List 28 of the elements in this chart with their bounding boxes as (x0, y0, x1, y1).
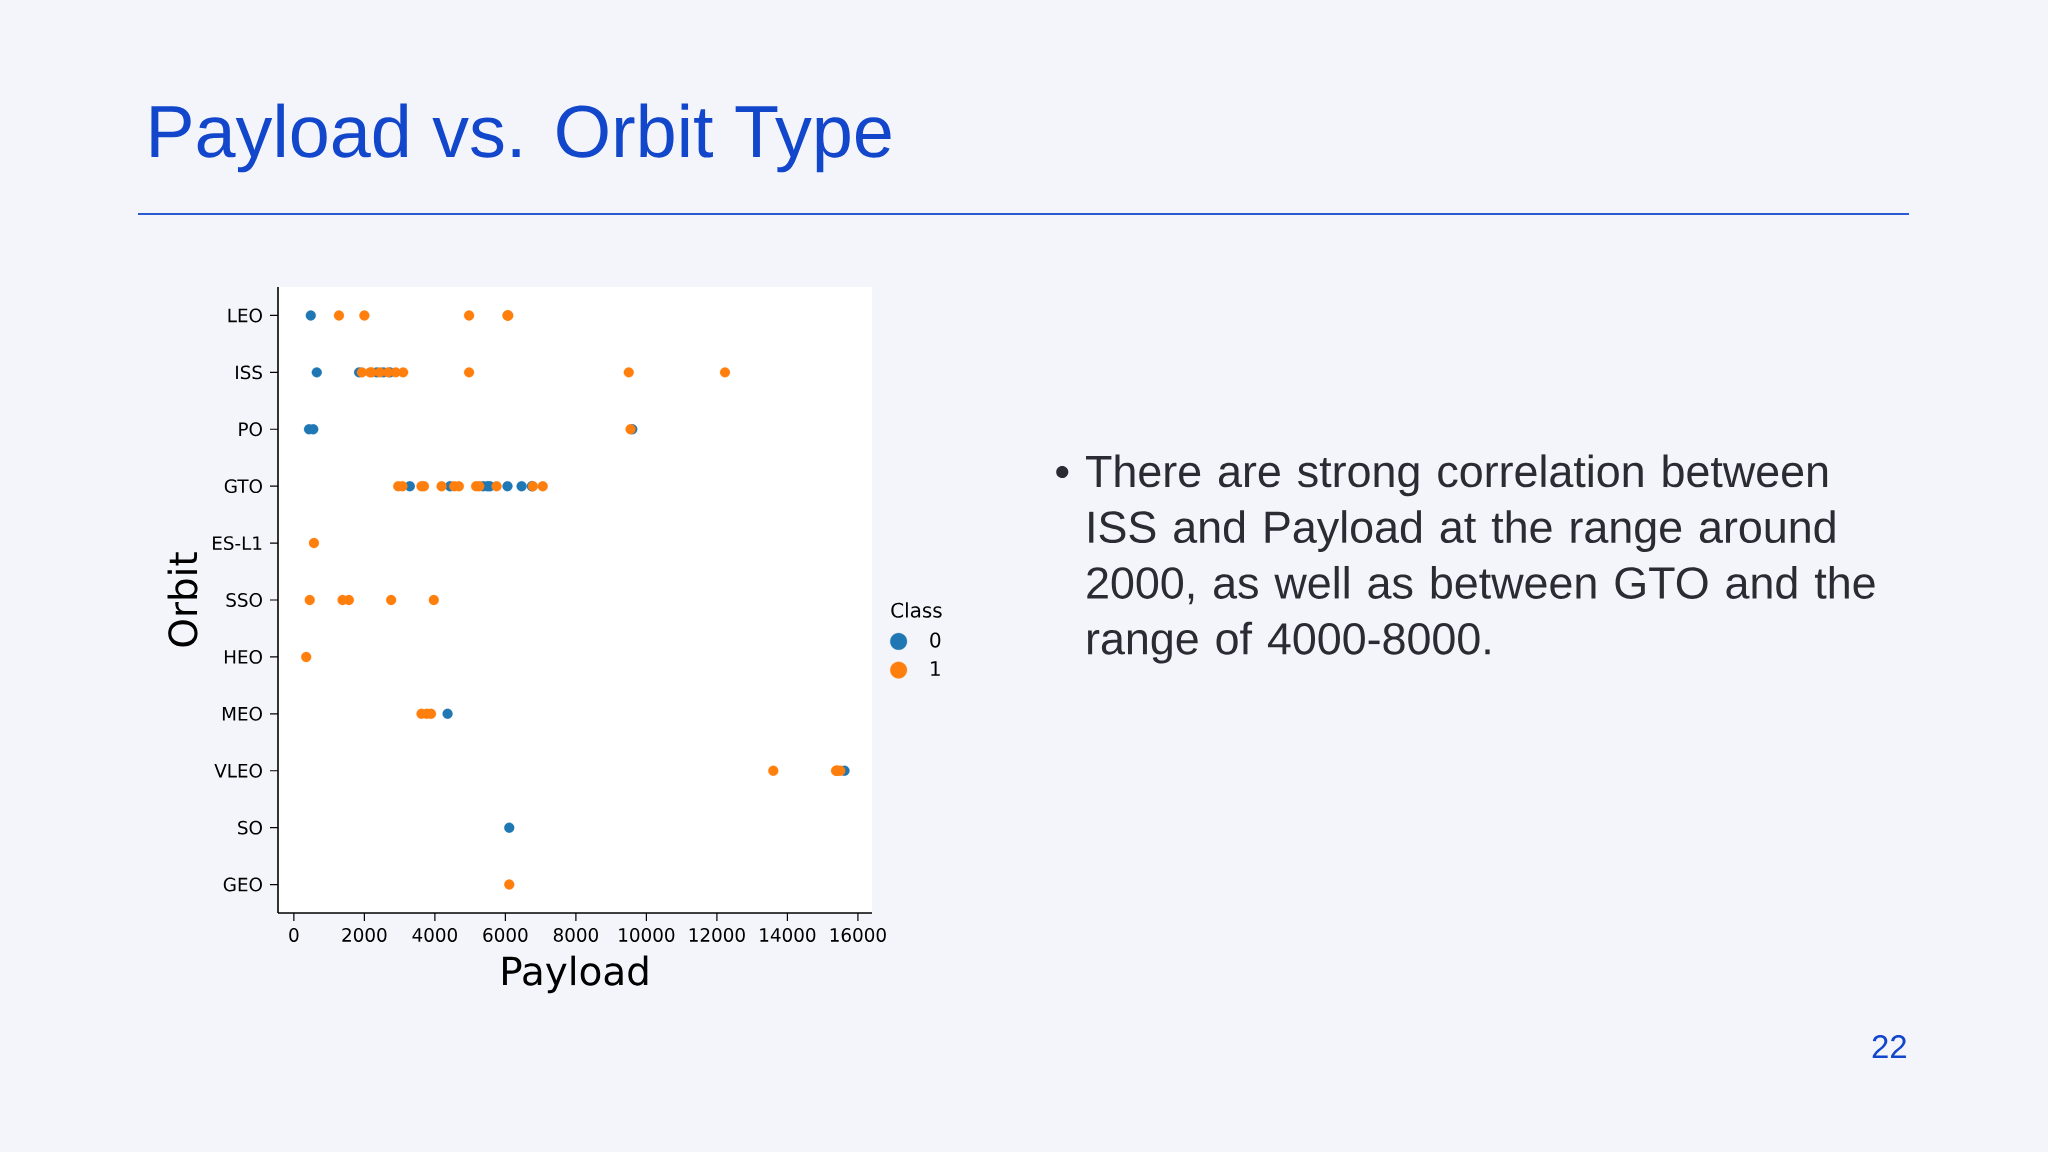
y-tick-label: ISS (236, 365, 262, 380)
x-tick-label: 8000 (553, 928, 598, 942)
y-tick-label: SO (238, 820, 262, 835)
x-tick-label: 12000 (689, 928, 745, 942)
x-tick-label: 4000 (412, 928, 457, 942)
x-tick-label: 14000 (760, 928, 816, 942)
y-tick-label: PO (239, 422, 262, 437)
legend-label: 0 (930, 632, 941, 648)
y-axis-title: Orbit (167, 552, 198, 647)
x-axis-title: Payload (503, 955, 648, 994)
y-tick-label: GEO (223, 877, 262, 892)
y-tick-label: ES-L1 (213, 536, 262, 551)
y-tick-label: GTO (224, 479, 262, 494)
legend-title: Class (891, 602, 942, 618)
chart-title: Payload vs. Orbit Type (151, 103, 891, 173)
x-tick-label: 0 (289, 928, 299, 942)
legend-label: 1 (931, 661, 940, 676)
text: • There are strong correlation between ISS and Payload at the range around 2000, as well as between GTO and the range of 4000-8000. (1056, 454, 1875, 664)
y-tick-label: LEO (228, 308, 262, 323)
x-tick-label: 16000 (830, 928, 886, 942)
y-tick-label: VLEO (214, 763, 262, 778)
x-tick-label: 6000 (483, 928, 528, 942)
text: 22 (1872, 1035, 1906, 1058)
y-tick-label: MEO (222, 706, 262, 721)
y-tick-label: SSO (226, 593, 262, 607)
x-tick-label: 10000 (619, 928, 675, 942)
y-tick-label: HEO (224, 649, 262, 664)
x-tick-label: 2000 (342, 928, 387, 942)
